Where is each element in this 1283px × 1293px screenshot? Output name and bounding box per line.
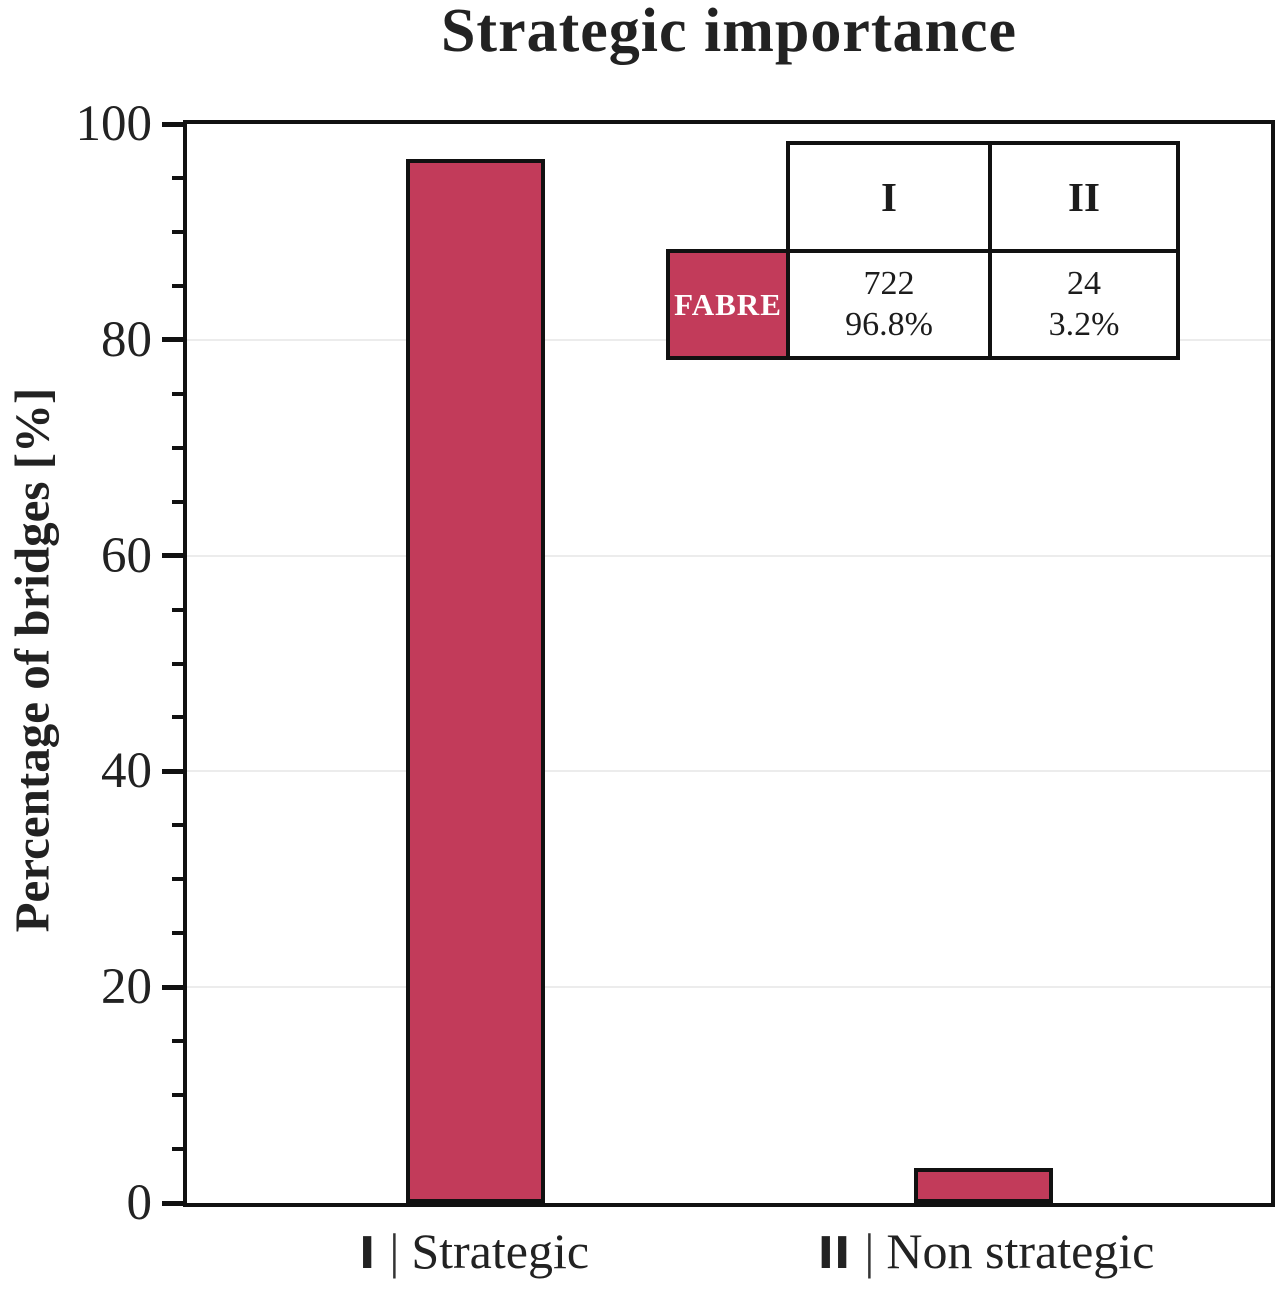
legend-cell-non-strategic-percent: 3.2% bbox=[1048, 305, 1120, 343]
major-tick-60 bbox=[162, 553, 183, 559]
major-tick-40 bbox=[162, 768, 183, 774]
major-tick-100 bbox=[162, 121, 183, 127]
y-tick-label-80: 80 bbox=[101, 311, 152, 368]
y-tick-label-60: 60 bbox=[101, 527, 152, 584]
gridline-40 bbox=[187, 770, 1271, 773]
legend-col-header-1: I bbox=[786, 141, 992, 253]
y-tick-label-20: 20 bbox=[101, 959, 152, 1016]
y-tick-label-0: 0 bbox=[126, 1175, 153, 1231]
x-label-separator-2: | bbox=[864, 1223, 875, 1279]
gridline-60 bbox=[187, 554, 1271, 557]
minor-tick-15 bbox=[172, 1039, 183, 1044]
minor-tick-95 bbox=[172, 175, 183, 180]
legend-cell-strategic: 722 96.8% bbox=[786, 249, 992, 360]
x-label-numeral-2: II bbox=[817, 1228, 851, 1279]
minor-tick-55 bbox=[172, 607, 183, 612]
minor-tick-50 bbox=[172, 661, 183, 666]
bar-non-strategic bbox=[914, 1168, 1054, 1203]
x-label-numeral-1: I bbox=[358, 1228, 376, 1279]
major-tick-80 bbox=[162, 337, 183, 343]
legend-cell-strategic-percent: 96.8% bbox=[845, 305, 933, 343]
legend-row-label: FABRE bbox=[666, 249, 790, 360]
x-label-separator-1: | bbox=[389, 1223, 400, 1279]
minor-tick-85 bbox=[172, 283, 183, 288]
x-label-strategic: I | Strategic bbox=[359, 1222, 589, 1280]
chart-title: Strategic importance bbox=[440, 0, 1018, 65]
y-tick-label-40: 40 bbox=[101, 743, 152, 800]
x-label-text-2: Non strategic bbox=[886, 1223, 1155, 1279]
legend-cell-non-strategic: 24 3.2% bbox=[988, 249, 1180, 360]
gridline-20 bbox=[187, 986, 1271, 989]
x-label-non-strategic: II | Non strategic bbox=[818, 1222, 1155, 1280]
major-tick-20 bbox=[162, 984, 183, 990]
minor-tick-25 bbox=[172, 931, 183, 936]
legend-col-header-2: II bbox=[988, 141, 1180, 253]
minor-tick-90 bbox=[172, 229, 183, 234]
legend-cell-non-strategic-count: 24 bbox=[1067, 264, 1101, 302]
minor-tick-75 bbox=[172, 391, 183, 396]
legend-cell-strategic-count: 722 bbox=[863, 264, 915, 302]
minor-tick-10 bbox=[172, 1093, 183, 1098]
x-label-text-1: Strategic bbox=[411, 1223, 590, 1279]
legend-table: I II FABRE 722 96.8% 24 3.2% bbox=[666, 141, 1180, 360]
minor-tick-70 bbox=[172, 445, 183, 450]
minor-tick-45 bbox=[172, 715, 183, 720]
y-axis-label: Percentage of bridges [%] bbox=[4, 387, 60, 933]
minor-tick-5 bbox=[172, 1147, 183, 1152]
minor-tick-65 bbox=[172, 499, 183, 504]
major-tick-0 bbox=[162, 1200, 183, 1206]
y-tick-label-100: 100 bbox=[75, 96, 153, 152]
minor-tick-35 bbox=[172, 823, 183, 828]
bar-strategic bbox=[405, 158, 545, 1203]
minor-tick-30 bbox=[172, 877, 183, 882]
